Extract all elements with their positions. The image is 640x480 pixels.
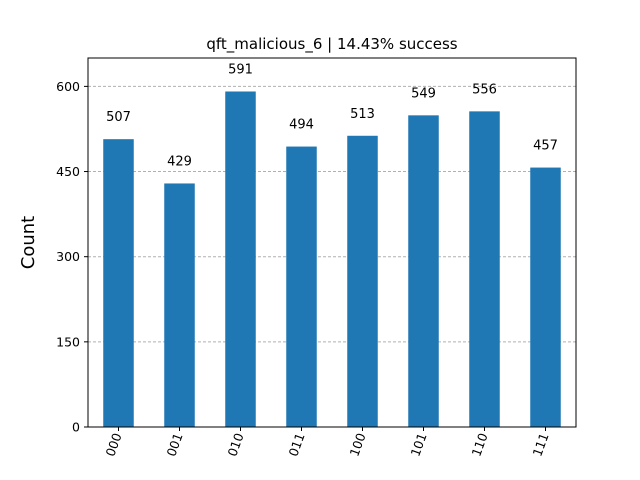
bars <box>103 91 561 428</box>
y-axis-label: Count <box>18 216 39 269</box>
value-labels: 507 429 591 494 513 549 556 457 <box>106 62 558 169</box>
value-label-011: 494 <box>289 118 314 133</box>
value-label-101: 549 <box>411 86 436 101</box>
plot-frame <box>87 57 577 428</box>
y-tick-label: 600 <box>56 79 80 94</box>
value-label-010: 591 <box>228 62 253 77</box>
x-tick-label-110: 110 <box>468 431 490 459</box>
x-axis-ticks: 000 001 010 011 100 101 110 111 <box>102 427 552 459</box>
x-tick-label-001: 001 <box>163 431 185 459</box>
value-label-100: 513 <box>350 107 375 122</box>
y-tick-label: 0 <box>72 420 80 435</box>
bar-000 <box>103 139 134 427</box>
bar-001 <box>164 183 195 427</box>
y-tick-label: 150 <box>56 334 80 349</box>
bar-111 <box>530 167 561 427</box>
value-label-000: 507 <box>106 110 131 125</box>
value-label-111: 457 <box>533 139 558 154</box>
chart-title: qft_malicious_6 | 14.43% success <box>206 35 457 54</box>
x-tick-label-010: 010 <box>224 431 246 459</box>
y-tick-label: 450 <box>56 164 80 179</box>
value-label-001: 429 <box>167 154 192 169</box>
x-tick-label-111: 111 <box>529 431 551 459</box>
y-axis-ticks: 0 150 300 450 600 <box>56 79 88 435</box>
x-tick-label-100: 100 <box>346 431 368 459</box>
x-tick-label-011: 011 <box>285 431 307 459</box>
value-label-110: 556 <box>472 82 497 97</box>
y-tick-label: 300 <box>56 249 80 264</box>
y-gridlines <box>88 85 576 343</box>
bar-100 <box>347 135 378 427</box>
bar-101 <box>408 115 439 428</box>
x-tick-label-000: 000 <box>102 431 124 459</box>
bar-010 <box>225 91 256 428</box>
bar-011 <box>286 146 317 427</box>
x-tick-label-101: 101 <box>407 431 429 459</box>
bar-110 <box>469 111 500 428</box>
